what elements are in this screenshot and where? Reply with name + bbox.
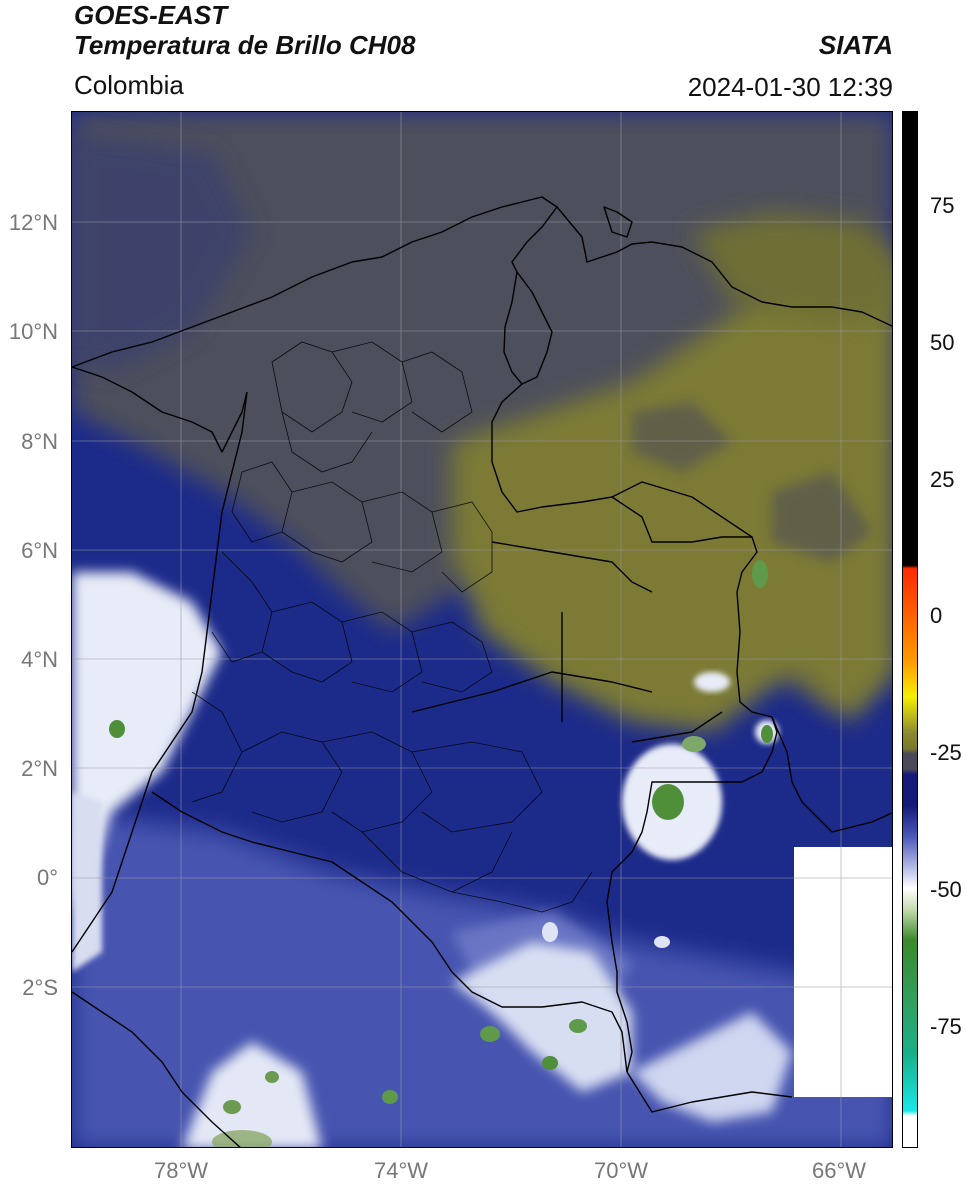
satellite-map — [71, 111, 893, 1148]
colorbar-gradient — [903, 112, 917, 1147]
lat-label: 2°N — [21, 756, 58, 781]
lat-label: 12°N — [8, 210, 58, 235]
lon-label: 78°W — [153, 1158, 209, 1183]
colorbar-tick-label: -75 — [930, 1014, 962, 1039]
colorbar-tick-label: -50 — [930, 877, 962, 902]
lat-label: 2°S — [22, 975, 58, 1000]
cold-cloud-south — [452, 942, 632, 1092]
coldest-core — [652, 784, 684, 820]
lat-label: 4°N — [21, 647, 58, 672]
colorbar-tick-label: 50 — [930, 330, 955, 355]
lat-label: 8°N — [21, 429, 58, 454]
lat-label: 6°N — [21, 538, 58, 563]
colorbar-tick-label: -25 — [930, 740, 962, 765]
product-title: Temperatura de Brillo CH08 — [74, 30, 416, 60]
product-source-title: GOES-EAST — [74, 0, 228, 30]
cold-cloud-southwest — [182, 1042, 322, 1147]
lat-label: 0° — [36, 865, 58, 890]
country-borders — [72, 196, 892, 1147]
department-borders — [191, 341, 593, 913]
colorbar — [902, 111, 918, 1148]
cold-cloud-west — [72, 572, 222, 912]
region-label: Colombia — [74, 70, 184, 100]
satellite-imagery — [72, 112, 892, 1147]
lon-label: 66°W — [811, 1158, 867, 1183]
agency-label: SIATA — [818, 30, 893, 60]
lon-label: 70°W — [593, 1158, 649, 1183]
graticule — [72, 112, 892, 1147]
lon-label: 74°W — [373, 1158, 429, 1183]
colorbar-tick-label: 75 — [930, 193, 955, 218]
colorbar-tick-label: 25 — [930, 467, 955, 492]
no-data-area — [794, 847, 892, 1097]
lat-label: 10°N — [8, 319, 58, 344]
timestamp-label: 2024-01-30 12:39 — [687, 72, 893, 102]
colorbar-tick-label: 0 — [930, 603, 943, 628]
